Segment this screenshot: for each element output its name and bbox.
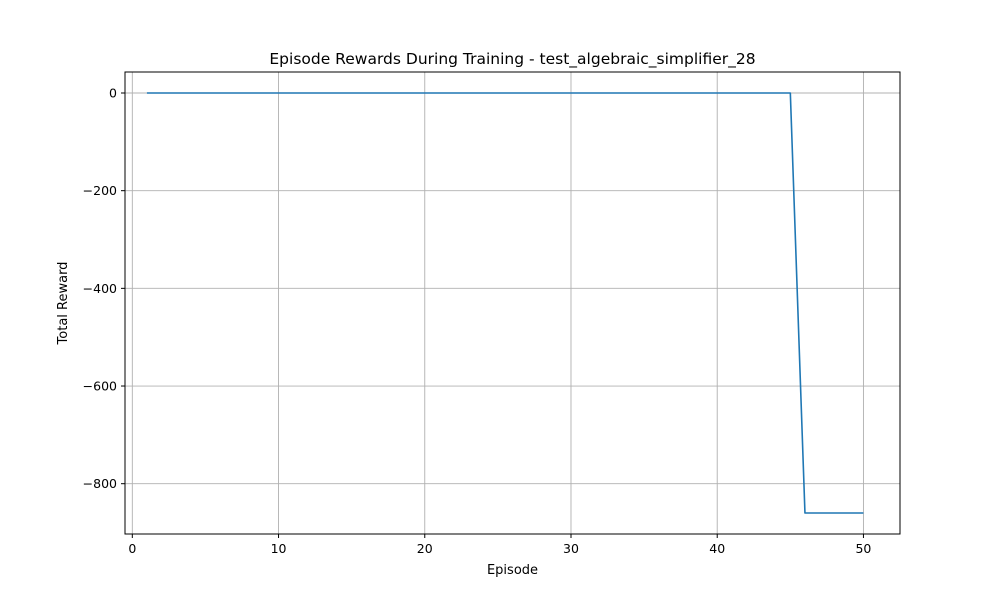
x-axis-label: Episode (487, 563, 538, 578)
y-tick-label: −400 (83, 281, 117, 296)
y-tick-label: −800 (83, 476, 117, 491)
x-tick-label: 10 (271, 541, 287, 556)
y-tick-label: −200 (83, 183, 117, 198)
series-layer (146, 92, 864, 514)
plot-frame (124, 71, 901, 535)
y-axis-label: Total Reward (56, 262, 71, 346)
x-tick-label: 0 (128, 541, 136, 556)
x-tick-label: 30 (563, 541, 579, 556)
x-tick-label: 20 (417, 541, 433, 556)
x-tick-label: 40 (709, 541, 725, 556)
y-tick-label: 0 (109, 86, 117, 101)
x-tick-label: 50 (855, 541, 871, 556)
series-line (146, 92, 864, 514)
chart-title: Episode Rewards During Training - test_a… (269, 50, 755, 69)
y-tick-label: −600 (83, 379, 117, 394)
tick-layer: 0 10 20 30 40 50 0 −200 −400 −600 −800 (83, 86, 872, 557)
